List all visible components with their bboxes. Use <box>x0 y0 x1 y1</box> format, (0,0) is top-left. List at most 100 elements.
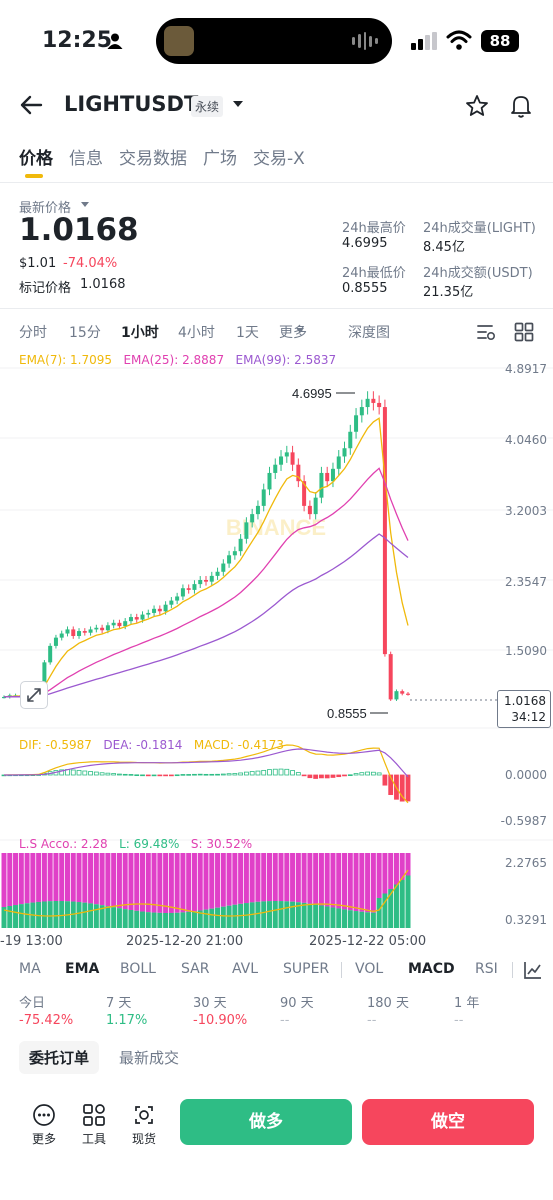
caret-down-icon[interactable] <box>232 100 244 108</box>
indicator-sar[interactable]: SAR <box>181 961 210 977</box>
indicator-ema[interactable]: EMA <box>65 961 100 977</box>
short-bar <box>59 853 65 902</box>
short-bar <box>30 853 36 903</box>
macd-bar <box>93 771 99 776</box>
interval-1h[interactable]: 1小时 <box>121 325 159 341</box>
long-bar <box>197 910 203 928</box>
status-time: 12:25 <box>42 28 113 53</box>
long-bar <box>359 911 365 928</box>
layout-grid-icon[interactable] <box>514 322 534 342</box>
interval-timeline[interactable]: 分时 <box>19 325 47 341</box>
short-bar <box>376 853 382 898</box>
tab-latest-trades[interactable]: 最新成交 <box>119 1049 180 1067</box>
macd-bar <box>111 773 117 776</box>
candle-body <box>296 464 301 482</box>
bell-notification-icon[interactable] <box>509 93 533 119</box>
indicator-rsi[interactable]: RSI <box>475 961 498 977</box>
macd-bar <box>353 773 359 776</box>
indicator-super[interactable]: SUPER <box>283 961 330 977</box>
more-button[interactable]: 更多 <box>24 1103 64 1147</box>
macd-dif-legend: DIF: -0.5987 <box>19 738 92 752</box>
indicator-boll[interactable]: BOLL <box>120 961 156 977</box>
candle-body <box>100 627 105 631</box>
interval-15m[interactable]: 15分 <box>69 325 101 341</box>
high-marker-label: 4.6995 <box>292 386 332 401</box>
short-bar <box>226 853 232 906</box>
tab-square[interactable]: 广场 <box>203 149 237 169</box>
candle-body <box>140 614 145 620</box>
long-bar <box>99 905 105 928</box>
tab-trade-x[interactable]: 交易-X <box>253 149 305 169</box>
candle-body <box>77 631 82 636</box>
long-bar <box>215 907 221 928</box>
ls-ratio-line <box>3 869 409 917</box>
indicator-chart-icon[interactable] <box>523 960 543 980</box>
long-bar <box>370 912 376 928</box>
short-bar <box>370 853 376 913</box>
long-pct-legend: L: 69.48% <box>119 837 180 851</box>
macd-dea-legend: DEA: -0.1814 <box>103 738 183 752</box>
short-bar <box>93 853 99 905</box>
candle-body <box>123 621 128 627</box>
macd-bar <box>70 769 76 776</box>
short-bar <box>180 853 186 913</box>
macd-bar <box>180 774 186 776</box>
short-button[interactable]: 做空 <box>362 1099 534 1145</box>
spot-button[interactable]: 现货 <box>124 1103 164 1147</box>
star-favorite-icon[interactable] <box>465 94 489 118</box>
depth-chart-tab[interactable]: 深度图 <box>348 325 390 341</box>
long-bar <box>266 901 272 928</box>
high-value: 4.6995 <box>342 236 388 251</box>
short-bar <box>64 853 70 902</box>
short-bar <box>272 853 278 902</box>
short-bar <box>215 853 221 908</box>
tab-price[interactable]: 价格 <box>19 144 53 178</box>
tab-trading-data[interactable]: 交易数据 <box>119 149 187 169</box>
perf-value: 1.17% <box>106 1013 148 1028</box>
long-bar <box>261 901 267 928</box>
caret-down-icon[interactable] <box>80 201 90 208</box>
long-bar <box>203 909 209 928</box>
perpetual-badge: 永续 <box>191 96 224 117</box>
low-value: 0.8555 <box>342 281 388 296</box>
macd-bar <box>134 774 140 777</box>
interval-1d[interactable]: 1天 <box>236 325 259 341</box>
battery-indicator: 88 <box>481 30 519 52</box>
long-bar <box>111 907 117 928</box>
ema25-line <box>3 467 409 698</box>
last-price-label[interactable]: 最新价格 <box>19 201 72 216</box>
kline-chart[interactable]: BINANCE 4.6995 0.8555 <box>0 350 553 950</box>
candle-body <box>255 505 260 515</box>
long-bar <box>1 907 7 928</box>
interval-4h[interactable]: 4小时 <box>178 325 215 341</box>
candle-body <box>169 600 174 605</box>
short-bar <box>157 853 163 913</box>
candle-body <box>342 448 347 457</box>
indicator-macd[interactable]: MACD <box>408 961 455 977</box>
macd-bar <box>145 774 151 777</box>
short-bar <box>220 853 226 907</box>
fullscreen-button[interactable] <box>20 681 48 709</box>
indicator-tabs: MA EMA BOLL SAR AVL SUPER VOL MACD RSI <box>0 958 553 982</box>
short-bar <box>18 853 24 905</box>
indicator-ma[interactable]: MA <box>19 961 41 977</box>
tab-info[interactable]: 信息 <box>69 149 103 169</box>
ls-ratio-legend: L.S Acco.: 2.28 <box>19 837 108 851</box>
indicator-settings-icon[interactable] <box>476 322 496 342</box>
macd-axis-label: -0.5987 <box>500 814 547 828</box>
macd-bar <box>99 772 105 776</box>
candle-body <box>163 604 168 612</box>
symbol-title[interactable]: LIGHTUSDT <box>64 92 199 116</box>
back-arrow-icon[interactable] <box>19 94 43 116</box>
caret-down-icon[interactable] <box>295 327 305 334</box>
turnover-label: 24h成交额(USDT) <box>423 266 533 281</box>
long-button[interactable]: 做多 <box>180 1099 352 1145</box>
candle-body <box>59 633 64 638</box>
tab-open-orders[interactable]: 委托订单 <box>19 1041 100 1074</box>
long-bar <box>151 912 157 928</box>
tools-button[interactable]: 工具 <box>74 1103 114 1147</box>
long-bar <box>209 908 215 928</box>
indicator-avl[interactable]: AVL <box>232 961 259 977</box>
candle-body <box>284 452 289 457</box>
indicator-vol[interactable]: VOL <box>355 961 384 977</box>
